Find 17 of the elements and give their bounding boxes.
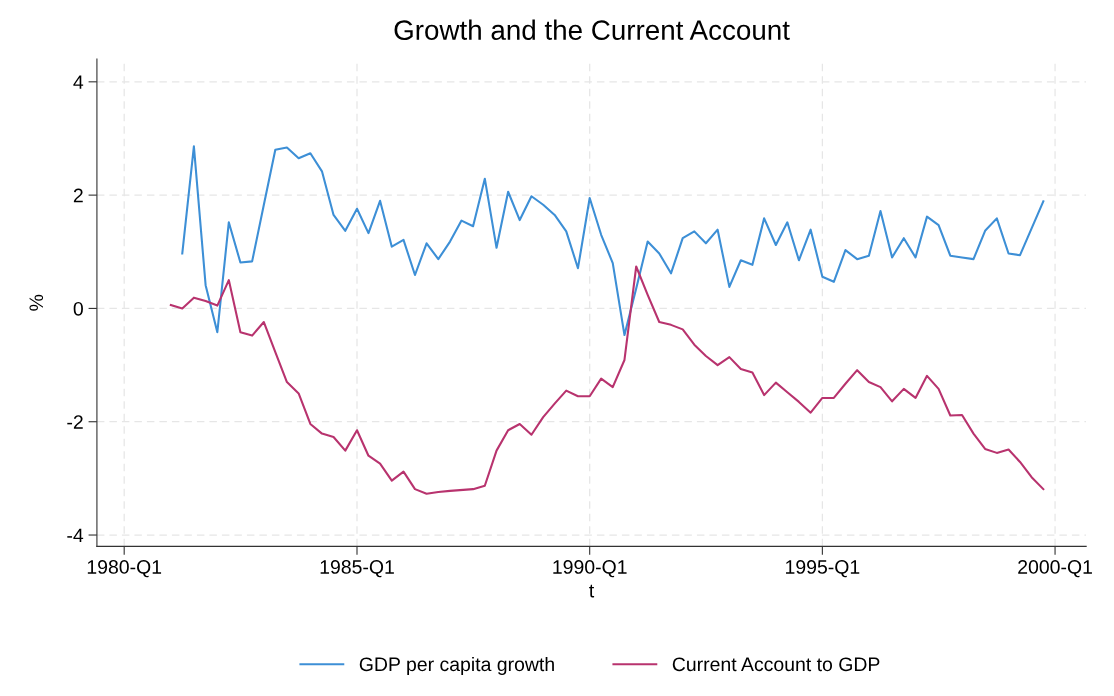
x-tick-label: 1980-Q1 <box>87 560 162 578</box>
x-tick-label: 2000-Q1 <box>1018 560 1092 578</box>
x-tick-label: 1990-Q1 <box>553 560 627 578</box>
x-tick-label: 1995-Q1 <box>786 560 860 578</box>
y-tick-label: 2 <box>73 188 83 203</box>
y-axis-title: % <box>29 294 44 311</box>
y-tick-label: 0 <box>73 301 83 316</box>
chart-title: Growth and the Current Account <box>394 19 790 40</box>
line-series <box>169 265 1045 495</box>
legend-label: Current Account to GDP <box>672 657 880 672</box>
legend-label: GDP per capita growth <box>359 656 554 676</box>
line-series <box>181 145 1045 337</box>
x-axis-title: t <box>589 584 595 598</box>
y-tick-label: -4 <box>67 528 84 543</box>
y-tick-label: 4 <box>73 75 84 89</box>
y-tick-label: -2 <box>67 415 83 429</box>
x-tick-label: 1985-Q1 <box>320 560 394 578</box>
